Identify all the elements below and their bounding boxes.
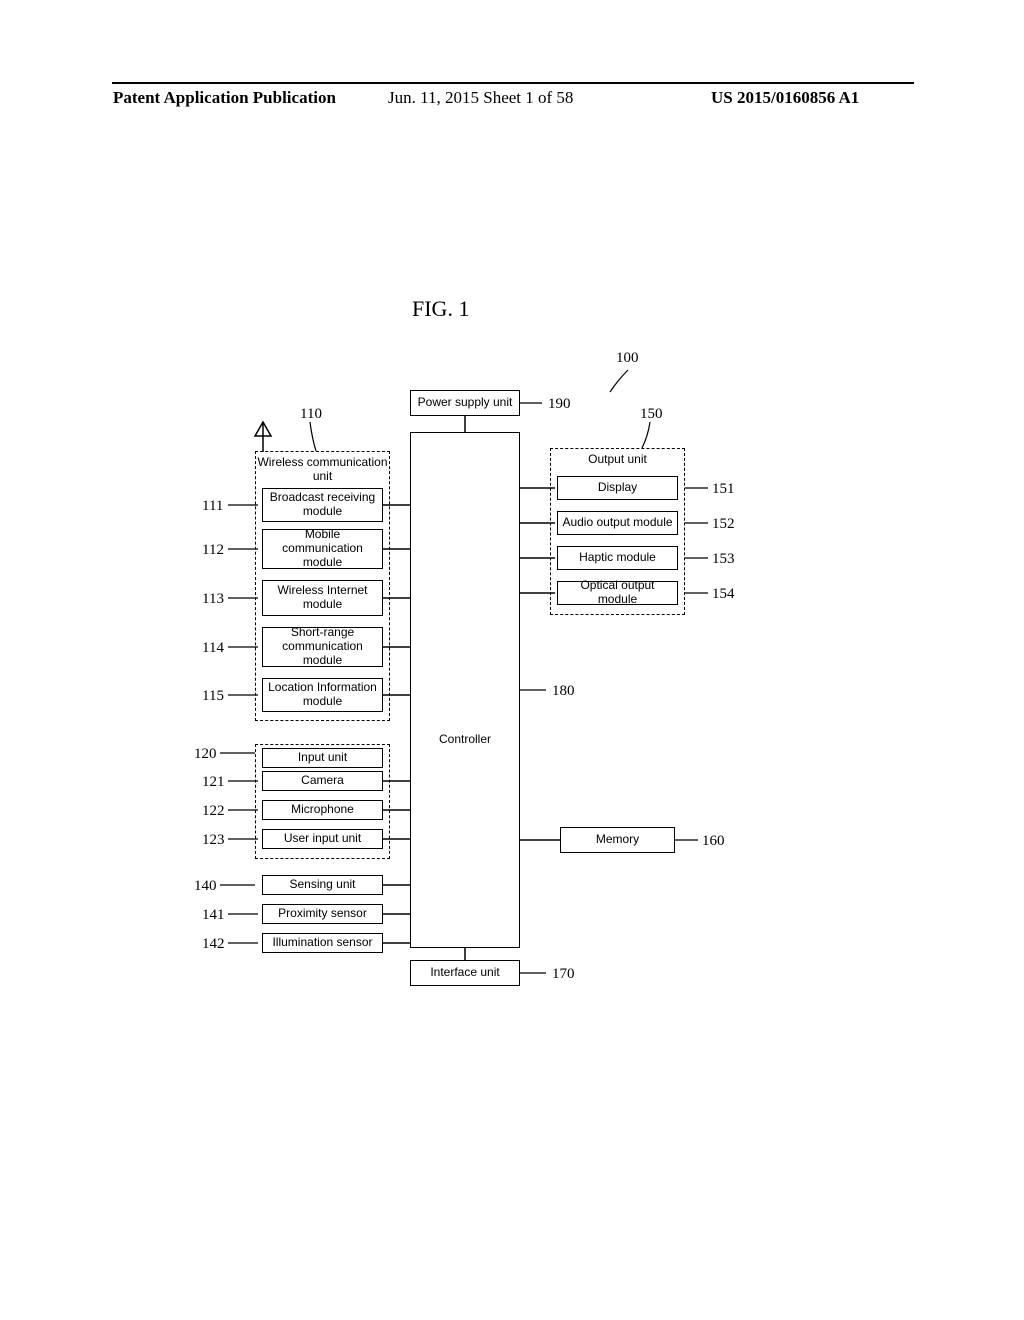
user-input-block: User input unit [262, 829, 383, 849]
ref-115: 115 [202, 688, 224, 705]
interface-block: Interface unit [410, 960, 520, 986]
header-rule [112, 82, 914, 84]
ref-111: 111 [202, 498, 223, 515]
header-right: US 2015/0160856 A1 [711, 88, 859, 108]
ref-114: 114 [202, 640, 224, 657]
mobile-comm-block: Mobile communication module [262, 529, 383, 569]
power-supply-block: Power supply unit [410, 390, 520, 416]
ref-160: 160 [702, 833, 725, 850]
proximity-block: Proximity sensor [262, 904, 383, 924]
input-unit-block: Input unit [262, 748, 383, 768]
block-diagram: Power supply unit Controller Interface u… [180, 340, 860, 1020]
broadcast-block: Broadcast receiving module [262, 488, 383, 522]
ref-180: 180 [552, 683, 575, 700]
ref-110: 110 [300, 406, 322, 423]
ref-170: 170 [552, 966, 575, 983]
display-block: Display [557, 476, 678, 500]
audio-output-block: Audio output module [557, 511, 678, 535]
ref-141: 141 [202, 907, 225, 924]
ref-153: 153 [712, 551, 735, 568]
ref-142: 142 [202, 936, 225, 953]
ref-140: 140 [194, 878, 217, 895]
ref-152: 152 [712, 516, 735, 533]
ref-151: 151 [712, 481, 735, 498]
ref-190: 190 [548, 396, 571, 413]
wireless-group-title: Wireless communication unit [256, 456, 389, 484]
controller-block: Controller [410, 432, 520, 948]
sensing-unit-block: Sensing unit [262, 875, 383, 895]
illumination-block: Illumination sensor [262, 933, 383, 953]
ref-122: 122 [202, 803, 225, 820]
haptic-block: Haptic module [557, 546, 678, 570]
short-range-block: Short-range communication module [262, 627, 383, 667]
output-group-title: Output unit [551, 453, 684, 467]
figure-title: FIG. 1 [412, 296, 469, 322]
ref-113: 113 [202, 591, 224, 608]
location-block: Location Information module [262, 678, 383, 712]
ref-120: 120 [194, 746, 217, 763]
ref-123: 123 [202, 832, 225, 849]
ref-100: 100 [616, 350, 639, 367]
header-left: Patent Application Publication [113, 88, 336, 108]
ref-154: 154 [712, 586, 735, 603]
optical-output-block: Optical output module [557, 581, 678, 605]
memory-block: Memory [560, 827, 675, 853]
camera-block: Camera [262, 771, 383, 791]
wireless-internet-block: Wireless Internet module [262, 580, 383, 616]
ref-121: 121 [202, 774, 225, 791]
header-center: Jun. 11, 2015 Sheet 1 of 58 [388, 88, 573, 108]
microphone-block: Microphone [262, 800, 383, 820]
ref-112: 112 [202, 542, 224, 559]
ref-150: 150 [640, 406, 663, 423]
